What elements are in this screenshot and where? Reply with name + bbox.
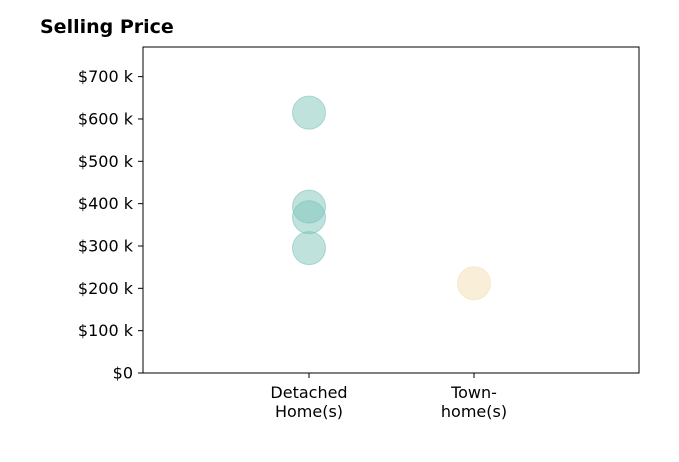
data-point (292, 95, 326, 130)
y-tick-label: $300 k (78, 236, 134, 255)
data-point (457, 266, 491, 301)
y-tick-label: $200 k (78, 279, 134, 298)
data-point (292, 231, 326, 266)
y-tick-label: $100 k (78, 321, 134, 340)
plot-frame (142, 46, 640, 374)
x-tick-label: Town- (450, 383, 497, 402)
y-tick-label: $500 k (78, 152, 134, 171)
y-tick-label: $400 k (78, 194, 134, 213)
chart-title: Selling Price (40, 16, 174, 38)
x-tick-label: Detached (270, 383, 347, 402)
x-tick-label: home(s) (441, 402, 507, 421)
y-tick-label: $0 (113, 364, 133, 383)
y-tick-label: $700 k (78, 67, 134, 86)
x-tick-label: Home(s) (275, 402, 343, 421)
y-tick-label: $600 k (78, 109, 134, 128)
data-point (292, 200, 326, 235)
